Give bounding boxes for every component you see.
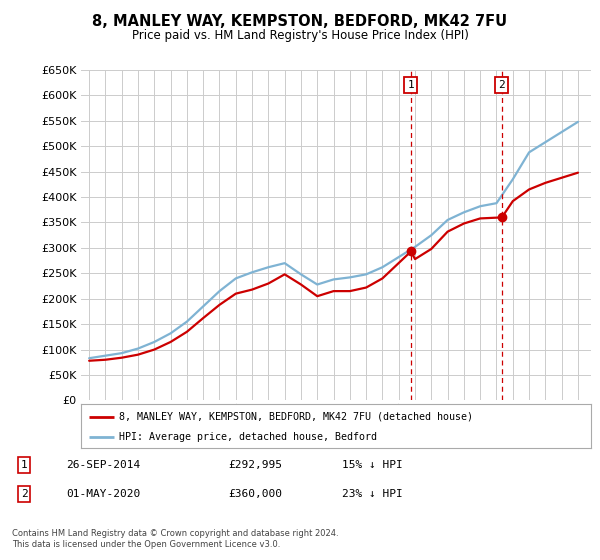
Text: 1: 1 <box>407 80 415 90</box>
Text: 8, MANLEY WAY, KEMPSTON, BEDFORD, MK42 7FU: 8, MANLEY WAY, KEMPSTON, BEDFORD, MK42 7… <box>92 14 508 29</box>
Text: Contains HM Land Registry data © Crown copyright and database right 2024.
This d: Contains HM Land Registry data © Crown c… <box>12 529 338 549</box>
Text: 15% ↓ HPI: 15% ↓ HPI <box>342 460 403 470</box>
Text: 2: 2 <box>20 489 28 499</box>
Text: 8, MANLEY WAY, KEMPSTON, BEDFORD, MK42 7FU (detached house): 8, MANLEY WAY, KEMPSTON, BEDFORD, MK42 7… <box>119 412 473 422</box>
Text: Price paid vs. HM Land Registry's House Price Index (HPI): Price paid vs. HM Land Registry's House … <box>131 29 469 42</box>
Text: 01-MAY-2020: 01-MAY-2020 <box>66 489 140 499</box>
Text: 1: 1 <box>20 460 28 470</box>
Text: 26-SEP-2014: 26-SEP-2014 <box>66 460 140 470</box>
Text: 2: 2 <box>499 80 505 90</box>
Text: HPI: Average price, detached house, Bedford: HPI: Average price, detached house, Bedf… <box>119 432 377 442</box>
Text: £292,995: £292,995 <box>228 460 282 470</box>
Text: 23% ↓ HPI: 23% ↓ HPI <box>342 489 403 499</box>
Text: £360,000: £360,000 <box>228 489 282 499</box>
